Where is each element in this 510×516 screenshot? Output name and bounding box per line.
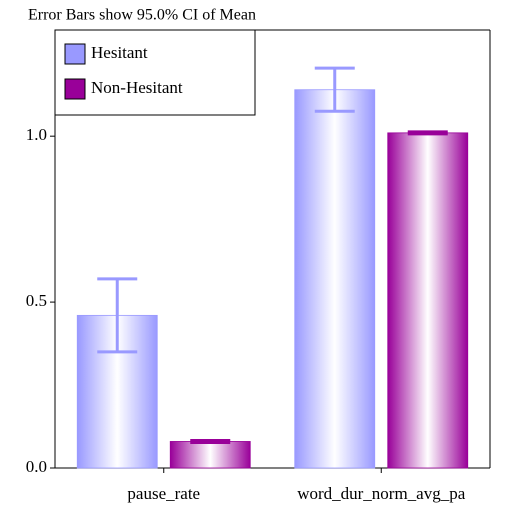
- y-tick-label: 0.0: [26, 457, 47, 476]
- error-bar: [407, 130, 448, 136]
- x-tick-label: pause_rate: [127, 484, 200, 503]
- legend-swatch: [64, 43, 86, 65]
- bar: [387, 132, 469, 469]
- error-bar: [97, 277, 138, 354]
- legend-label: Hesitant: [91, 43, 148, 62]
- error-bar: [190, 438, 231, 444]
- legend-box: [54, 29, 256, 116]
- legend-swatch: [64, 78, 86, 100]
- bar: [294, 89, 376, 469]
- y-tick-label: 0.5: [26, 291, 47, 310]
- y-tick-label: 1.0: [26, 125, 47, 144]
- x-tick-label: word_dur_norm_avg_pa: [297, 484, 466, 503]
- bar: [169, 441, 251, 469]
- legend-label: Non-Hesitant: [91, 78, 183, 97]
- chart-title: Error Bars show 95.0% CI of Mean: [28, 7, 256, 24]
- error-bar: [314, 66, 355, 113]
